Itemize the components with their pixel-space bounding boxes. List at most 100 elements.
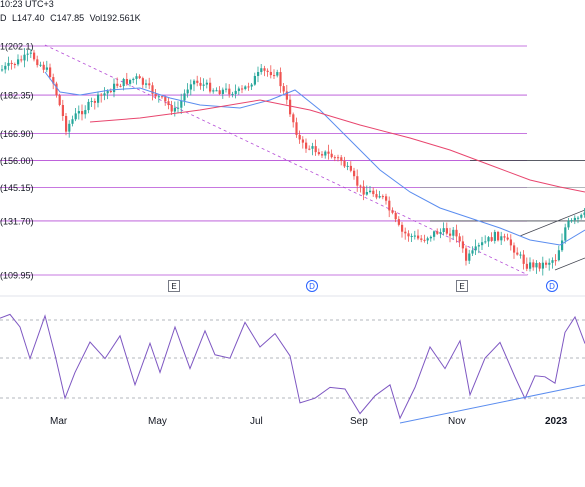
candle-body <box>289 99 292 115</box>
candle-body <box>554 260 557 262</box>
candle-body <box>317 152 320 155</box>
candle-body <box>359 185 362 187</box>
candle-body <box>436 231 439 234</box>
candle-body <box>257 72 260 76</box>
candle-body <box>141 78 144 85</box>
low-value: L147.40 <box>12 13 45 23</box>
candle-body <box>237 88 240 91</box>
candle-body <box>125 78 128 84</box>
channel-lower <box>554 257 585 271</box>
candle-body <box>365 192 368 195</box>
fib-label: (145.15) <box>0 183 34 193</box>
earnings-marker[interactable]: E <box>168 280 180 292</box>
fib-label: 1(202.1) <box>0 42 34 52</box>
candle-body <box>474 246 477 251</box>
candle-body <box>20 59 23 61</box>
candle-body <box>442 228 445 232</box>
candle-body <box>561 240 564 251</box>
candle-body <box>135 76 138 79</box>
candle-body <box>557 250 560 261</box>
candle-body <box>490 237 493 241</box>
candle-body <box>468 253 471 261</box>
candle-body <box>90 101 93 103</box>
candle-body <box>535 262 538 268</box>
candle-body <box>132 78 135 81</box>
candle-body <box>580 214 583 218</box>
candle-body <box>573 217 576 221</box>
candle-body <box>525 263 528 269</box>
time-axis: Mar May Jul Sep Nov 2023 <box>50 416 568 427</box>
earnings-marker[interactable]: E <box>456 280 468 292</box>
candle-body <box>13 63 16 65</box>
candle-body <box>29 52 32 54</box>
candle-body <box>343 160 346 167</box>
candle-body <box>180 100 183 108</box>
candle-body <box>333 157 336 159</box>
candle-body <box>36 59 39 66</box>
candle-body <box>93 101 96 103</box>
clock-label: 10:23 UTC+3 <box>0 0 54 9</box>
candle-body <box>404 231 407 234</box>
fib-levels: 1(202.1) (182.35) (166.90) (156.00) (145.15)… <box>0 42 585 281</box>
candle-body <box>397 219 400 225</box>
candle-body <box>487 237 490 242</box>
dividend-marker[interactable]: D <box>546 280 558 292</box>
candle-body <box>231 93 234 95</box>
candle-body <box>58 95 61 105</box>
candle-body <box>263 68 266 71</box>
candle-body <box>324 151 327 156</box>
candle-body <box>506 237 509 240</box>
candle-body <box>548 262 551 265</box>
candle-body <box>109 91 112 93</box>
candle-body <box>186 89 189 94</box>
candle-body <box>276 72 279 76</box>
candle-body <box>449 233 452 236</box>
candle-body <box>346 165 349 167</box>
candle-body <box>279 72 282 87</box>
candle-body <box>23 54 26 61</box>
candle-body <box>247 86 250 88</box>
candle-body <box>161 96 164 98</box>
candle-body <box>81 111 84 115</box>
candle-body <box>308 148 311 150</box>
candle-body <box>173 107 176 112</box>
candle-body <box>330 153 333 158</box>
candle-body <box>225 88 228 90</box>
candle-body <box>151 85 154 94</box>
candle-body <box>154 93 157 97</box>
candle-body <box>426 238 429 241</box>
candle-body <box>413 235 416 237</box>
candle-body <box>541 262 544 269</box>
candle-body <box>551 260 554 263</box>
diagonal-trendline <box>44 44 529 276</box>
candle-body <box>241 88 244 90</box>
candle-body <box>106 91 109 94</box>
candle-body <box>113 83 116 93</box>
candle-body <box>122 78 125 87</box>
fib-label: (131.70) <box>0 216 34 226</box>
candle-body <box>33 52 36 60</box>
candle-body <box>532 262 535 268</box>
candle-body <box>327 151 330 154</box>
candle-body <box>17 59 20 65</box>
candle-body <box>314 146 317 153</box>
candle-body <box>253 75 256 85</box>
slow-moving-average <box>89 99 585 193</box>
trendlines <box>44 44 585 276</box>
candle-body <box>433 231 436 237</box>
candle-body <box>295 122 298 135</box>
candle-body <box>148 83 151 86</box>
candle-body <box>170 105 173 112</box>
candle-body <box>417 235 420 239</box>
candle-body <box>362 186 365 195</box>
ohlc-prefix: D <box>0 13 7 23</box>
candle-body <box>228 88 231 95</box>
candle-body <box>1 69 4 71</box>
candle-body <box>509 239 512 246</box>
candle-body <box>375 194 378 198</box>
candle-body <box>423 239 426 241</box>
candle-body <box>385 196 388 201</box>
dividend-marker[interactable]: D <box>306 280 318 292</box>
